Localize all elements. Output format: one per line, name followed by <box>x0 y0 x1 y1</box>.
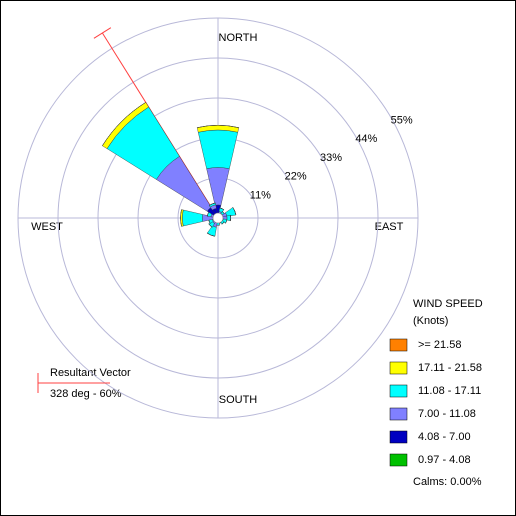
legend-label: 11.08 - 17.11 <box>418 385 481 397</box>
calms-label: Calms: 0.00% <box>413 476 482 488</box>
legend-swatch <box>389 384 408 398</box>
legend-swatch <box>389 361 408 375</box>
petal-segment <box>209 202 216 206</box>
compass-south: SOUTH <box>219 394 258 406</box>
legend-label: 4.08 - 7.00 <box>418 431 471 443</box>
petal-segment <box>102 102 146 146</box>
resultant-tick <box>93 27 112 39</box>
resultant-label: 328 deg - 60% <box>50 388 122 400</box>
petal-segment <box>180 209 182 227</box>
legend-label: 0.97 - 4.08 <box>418 454 471 466</box>
ring-label: 55% <box>391 114 413 126</box>
petal-segment <box>197 125 239 128</box>
ring-label: 11% <box>250 189 271 201</box>
legend-swatch <box>389 453 408 467</box>
petal-segment <box>232 207 237 216</box>
petal-segment <box>208 223 213 228</box>
legend-label: 17.11 - 21.58 <box>418 362 482 374</box>
legend-label: 7.00 - 11.08 <box>418 408 476 420</box>
petal-segment <box>226 214 231 222</box>
ring-label: 44% <box>355 133 377 145</box>
legend-label: >= 21.58 <box>418 339 461 351</box>
compass-west: WEST <box>31 221 63 233</box>
ring-label: 33% <box>320 152 342 164</box>
petal-segment <box>207 232 215 237</box>
calm-circle <box>212 212 224 224</box>
legend-swatch <box>389 407 408 421</box>
ring-label: 22% <box>285 171 307 183</box>
legend-subtitle: (Knots) <box>413 315 448 327</box>
legend-title: WIND SPEED <box>413 298 483 310</box>
legend-swatch <box>389 338 408 352</box>
petal-segment <box>225 219 228 224</box>
resultant-title: Resultant Vector <box>50 367 131 379</box>
compass-east: EAST <box>375 221 404 233</box>
compass-north: NORTH <box>219 32 258 44</box>
legend-swatch <box>389 430 408 444</box>
